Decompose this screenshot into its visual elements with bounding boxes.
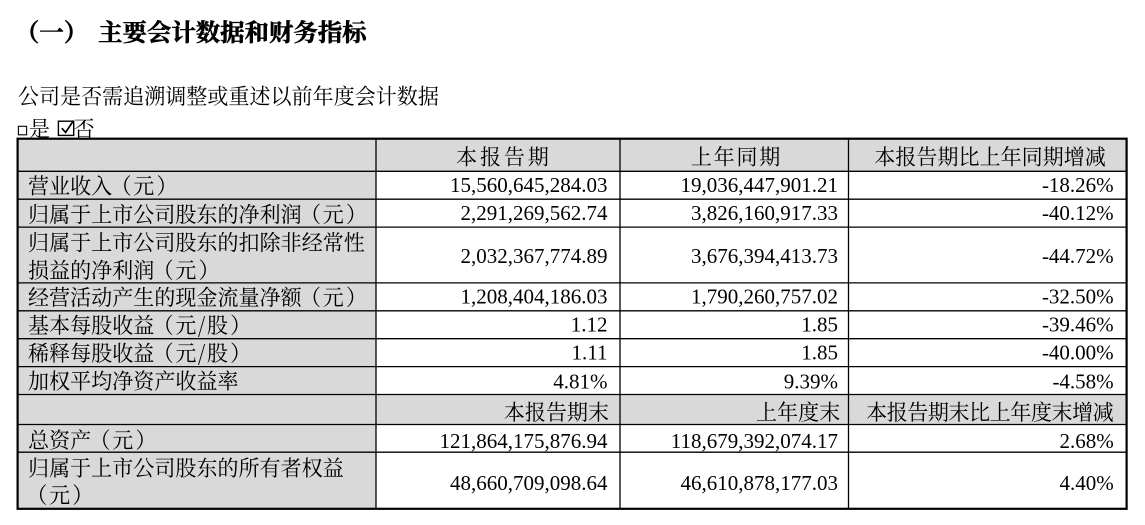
svg-text:-32.50%: -32.50% — [1042, 285, 1114, 309]
svg-text:2,291,269,562.74: 2,291,269,562.74 — [461, 201, 609, 225]
svg-text:2.68%: 2.68% — [1059, 429, 1113, 453]
svg-text:15,560,645,284.03: 15,560,645,284.03 — [450, 173, 608, 197]
svg-text:19,036,447,901.21: 19,036,447,901.21 — [681, 173, 839, 197]
svg-text:4.81%: 4.81% — [553, 369, 607, 393]
svg-text:-39.46%: -39.46% — [1042, 312, 1114, 336]
svg-text:1,208,404,186.03: 1,208,404,186.03 — [461, 285, 608, 309]
svg-text:1.11: 1.11 — [572, 340, 608, 364]
svg-text:1,790,260,757.02: 1,790,260,757.02 — [691, 285, 838, 309]
svg-text:118,679,392,074.17: 118,679,392,074.17 — [671, 429, 838, 453]
svg-text:121,864,175,876.94: 121,864,175,876.94 — [440, 429, 609, 453]
svg-text:9.39%: 9.39% — [784, 369, 838, 393]
svg-text:2,032,367,774.89: 2,032,367,774.89 — [461, 244, 608, 268]
svg-text:-40.00%: -40.00% — [1042, 340, 1114, 364]
svg-text:-18.26%: -18.26% — [1042, 173, 1114, 197]
svg-text:-40.12%: -40.12% — [1042, 201, 1114, 225]
svg-text:46,610,878,177.03: 46,610,878,177.03 — [681, 471, 839, 495]
svg-text:-4.58%: -4.58% — [1052, 369, 1113, 393]
svg-text:3,676,394,413.73: 3,676,394,413.73 — [691, 244, 838, 268]
svg-text:1.85: 1.85 — [801, 340, 838, 364]
svg-text:4.40%: 4.40% — [1059, 471, 1113, 495]
svg-text:1.12: 1.12 — [571, 312, 608, 336]
svg-text:3,826,160,917.33: 3,826,160,917.33 — [691, 201, 838, 225]
svg-text:48,660,709,098.64: 48,660,709,098.64 — [450, 471, 608, 495]
svg-text:-44.72%: -44.72% — [1042, 244, 1114, 268]
svg-text:1.85: 1.85 — [801, 312, 838, 336]
